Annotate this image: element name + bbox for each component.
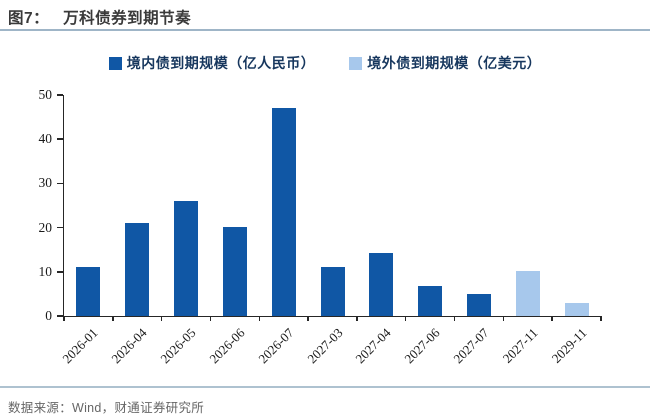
- bar: [320, 266, 345, 316]
- bar: [222, 226, 247, 316]
- x-axis-tick: [404, 316, 407, 321]
- figure-title-row: 图7： 万科债券到期节奏: [8, 6, 191, 28]
- bar: [515, 270, 540, 316]
- x-axis-tick: [502, 316, 505, 321]
- page-title: 万科债券到期节奏: [63, 10, 192, 27]
- legend-swatch-offshore: [349, 56, 363, 70]
- bar: [271, 108, 296, 316]
- x-axis-tick: [600, 316, 602, 321]
- bar: [564, 302, 589, 316]
- x-axis-tick: [160, 316, 163, 321]
- figure-label: 图7：: [8, 10, 50, 27]
- y-axis-tick-label: 50: [38, 87, 53, 102]
- y-axis-tick: [56, 182, 63, 185]
- y-axis-tick: [56, 315, 63, 317]
- x-axis-tick: [551, 316, 553, 321]
- x-axis-tick: [209, 316, 212, 321]
- y-axis-tick-label: 30: [38, 175, 53, 191]
- footer-divider: [0, 386, 650, 388]
- title-divider: [0, 29, 650, 31]
- x-axis-tick: [258, 316, 261, 321]
- bar: [466, 293, 491, 316]
- legend-label-offshore: 境外债到期规模（亿美元）: [367, 57, 542, 72]
- x-axis-tick: [63, 316, 65, 321]
- y-axis-tick-label: 20: [38, 219, 53, 235]
- y-axis-tick-label: 40: [38, 131, 53, 147]
- legend-item-domestic: 境内债到期规模（亿人民币）: [108, 53, 316, 73]
- bar-chart: 0 10 20 30 40 50 2026-01 2026-04 2026-05 2026-06 2…: [39, 87, 602, 366]
- bar: [369, 252, 394, 316]
- y-axis-tick: [56, 271, 63, 273]
- y-axis-tick: [56, 226, 63, 229]
- bar: [418, 285, 443, 316]
- x-axis-tick: [307, 316, 309, 321]
- bar: [76, 266, 101, 316]
- data-source: 数据来源：Wind，财通证券研究所: [8, 401, 205, 415]
- chart-legend: 境内债到期规模（亿人民币） 境外债到期规模（亿美元）: [0, 53, 650, 73]
- y-axis-tick: [56, 138, 63, 140]
- bar: [174, 201, 199, 316]
- bar: [125, 223, 150, 316]
- y-axis-tick: [56, 94, 63, 96]
- legend-item-offshore: 境外债到期规模（亿美元）: [349, 53, 541, 73]
- y-axis-tick-label: 10: [38, 263, 53, 279]
- legend-label-domestic: 境内债到期规模（亿人民币）: [126, 57, 316, 72]
- x-axis-tick: [112, 316, 114, 321]
- y-axis-tick-label: 0: [45, 308, 52, 323]
- x-axis-tick: [453, 316, 456, 321]
- legend-swatch-domestic: [108, 56, 122, 70]
- x-axis-tick: [356, 316, 358, 321]
